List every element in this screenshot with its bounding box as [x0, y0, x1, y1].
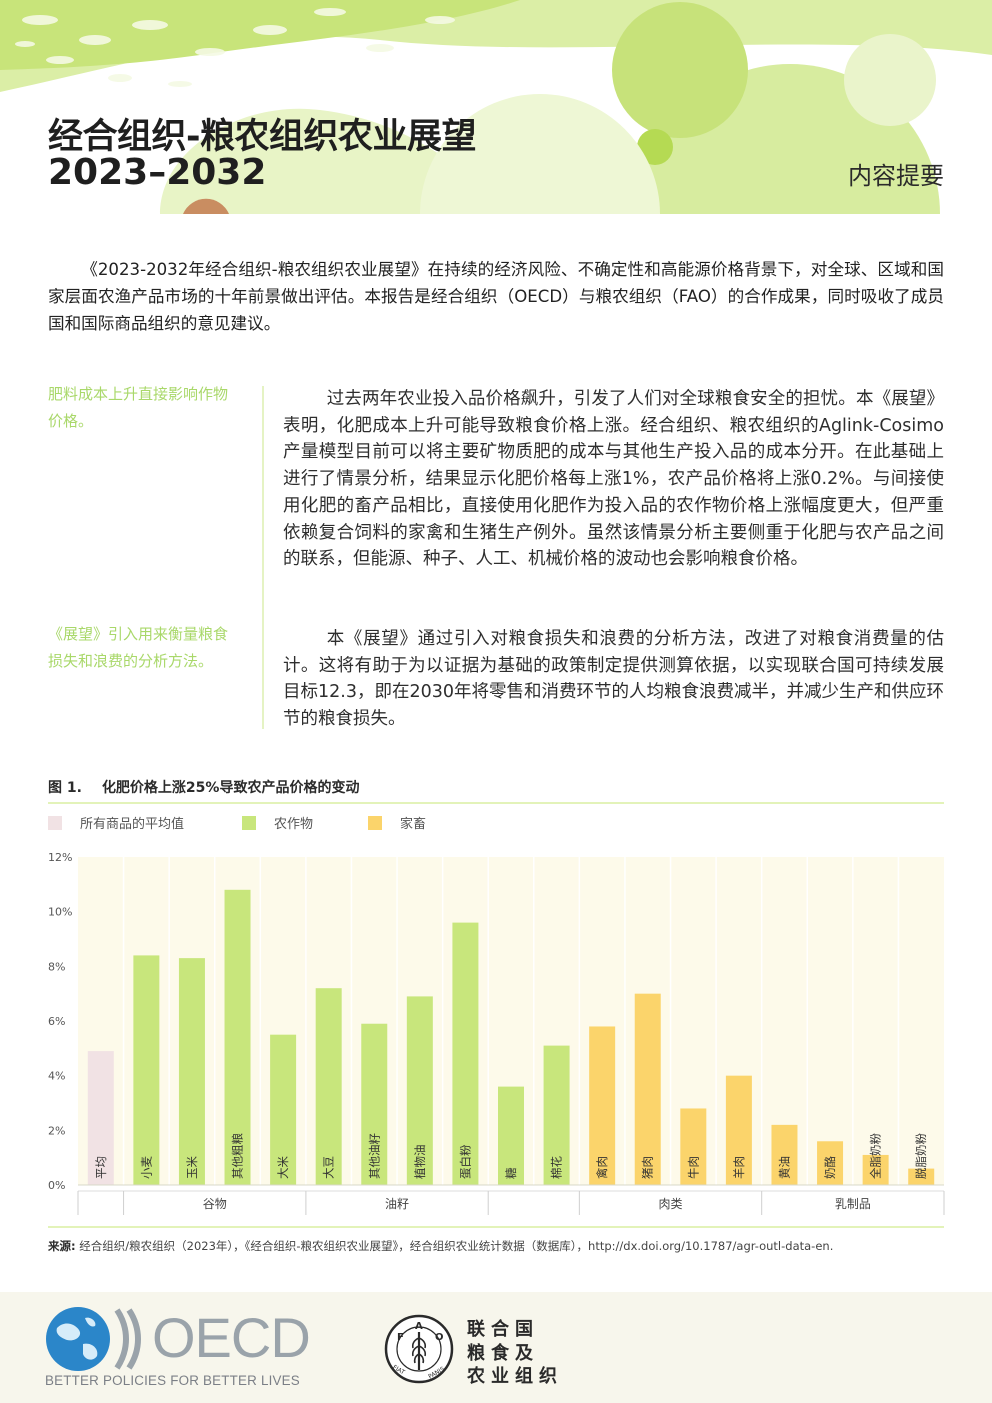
figure-bottom-rule: [48, 1226, 944, 1228]
bar-牛肉: [680, 1108, 707, 1185]
bar-label: 玉米: [185, 1156, 199, 1179]
bar-label: 平均: [94, 1156, 108, 1179]
bar-植物油: [406, 996, 433, 1185]
fao-emblem-logo: F A O FIAT PANIS: [384, 1314, 454, 1384]
svg-text:A: A: [415, 1321, 423, 1332]
bar-全脂奶粉: [862, 1154, 889, 1185]
bar-禽肉: [589, 1026, 616, 1185]
bar-label: 黄油: [777, 1156, 791, 1179]
figure-title: 图 1. 化肥价格上涨25%导致农产品价格的变动: [48, 777, 359, 797]
legend-swatch-average: [48, 816, 62, 830]
figure-source: 来源: 经合组织/粮农组织（2023年），《经合组织-粮农组织农业展望》，经合组…: [48, 1238, 948, 1254]
bar-羊肉: [725, 1075, 752, 1185]
svg-text:O: O: [435, 1332, 444, 1343]
legend-item-average: 所有商品的平均值: [48, 813, 184, 832]
body-paragraph-food-loss: 本《展望》通过引入对粮食损失和浪费的分析方法，改进了对粮食消费量的估计。这将有助…: [283, 629, 944, 730]
y-tick-label: 10%: [48, 906, 72, 919]
bar-棉花: [543, 1045, 570, 1185]
bar-label: 植物油: [413, 1145, 427, 1180]
y-tick-label: 8%: [48, 960, 65, 973]
bar-label: 棉花: [550, 1156, 564, 1179]
bar-脱脂奶粉: [908, 1168, 935, 1185]
y-tick-label: 2%: [48, 1124, 65, 1137]
y-tick-label: 0%: [48, 1179, 65, 1192]
sidebar-divider: [262, 386, 264, 729]
legend-item-livestock: 家畜: [368, 813, 426, 832]
oecd-wordmark: OECD: [152, 1306, 311, 1369]
y-tick-label: 12%: [48, 851, 72, 864]
bar-label: 大米: [276, 1156, 290, 1179]
group-label: 油籽: [385, 1197, 409, 1211]
bar-糖: [498, 1086, 524, 1185]
body-paragraph-fertilizer: 过去两年农业投入品价格飙升，引发了人们对全球粮食安全的担忧。本《展望》表明，化肥…: [283, 389, 944, 570]
sidenote-fertilizer: 肥料成本上升直接影响作物价格。: [48, 385, 229, 430]
footer: [0, 1292, 992, 1403]
page-title: 经合组织-粮农组织农业展望: [48, 117, 477, 157]
bar-label: 禽肉: [595, 1156, 609, 1179]
legend-label-crops: 农作物: [274, 817, 314, 832]
source-text: 经合组织/粮农组织（2023年），《经合组织-粮农组织农业展望》，经合组织农业统…: [79, 1239, 834, 1253]
bar-label: 大豆: [322, 1156, 336, 1179]
bar-大豆: [315, 988, 342, 1185]
bar-黄油: [771, 1124, 798, 1185]
bar-猪肉: [634, 993, 661, 1185]
bar-label: 羊肉: [732, 1156, 746, 1179]
bar-chart: 0% 2% 4% 6% 8% 10% 12% 平均 小麦 玉米 其他粗粮大米 大豆 其他油籽 植物油 蛋白粉…: [48, 851, 945, 1215]
group-label: 肉类: [659, 1197, 683, 1211]
bar-label: 小麦: [139, 1156, 153, 1179]
bar-label: 脱脂奶粉: [914, 1133, 928, 1179]
bar-其他粗粮: [224, 889, 251, 1185]
bar-label: 其他油籽: [367, 1133, 381, 1179]
legend-swatch-crops: [242, 816, 256, 830]
bar-label: 糖: [504, 1167, 518, 1179]
legend-label-average: 所有商品的平均值: [80, 817, 185, 832]
bar-label: 牛肉: [686, 1156, 700, 1179]
bar-平均: [87, 1051, 114, 1185]
bar-label: 其他粗粮: [231, 1133, 245, 1179]
fao-name-line1: 联合国: [467, 1319, 539, 1340]
group-label: 乳制品: [835, 1197, 871, 1211]
oecd-tagline: BETTER POLICIES FOR BETTER LIVES: [45, 1373, 300, 1388]
header-banner: [0, 0, 992, 214]
legend-label-livestock: 家畜: [400, 817, 427, 832]
page-title-years: 2023–2032: [48, 152, 267, 193]
y-tick-label: 6%: [48, 1015, 65, 1028]
bar-小麦: [133, 955, 160, 1185]
page-subtitle: 内容提要: [848, 162, 944, 190]
bar-大米: [270, 1034, 297, 1185]
sidenote-food-loss: 《展望》引入用来衡量粮食损失和浪费的分析方法。: [48, 625, 229, 670]
legend-item-crops: 农作物: [242, 813, 313, 832]
oecd-globe-logo: [46, 1307, 141, 1371]
source-label: 来源:: [48, 1239, 76, 1253]
bar-玉米: [178, 958, 205, 1185]
bar-label: 蛋白粉: [458, 1144, 472, 1179]
fao-letters-text: F: [397, 1332, 404, 1343]
legend-swatch-livestock: [368, 816, 382, 830]
fao-name-line2: 粮食及: [467, 1343, 539, 1364]
intro-paragraph: 《2023-2032年经合组织-粮农组织农业展望》在持续的经济风险、不确定性和高…: [48, 260, 944, 333]
bar-label: 全脂奶粉: [869, 1133, 883, 1179]
group-label: 谷物: [203, 1197, 227, 1211]
y-tick-label: 4%: [48, 1070, 65, 1083]
bar-label: 奶酪: [823, 1156, 837, 1179]
figure-caption: 化肥价格上涨25%导致农产品价格的变动: [101, 780, 360, 796]
bar-其他油籽: [361, 1023, 388, 1185]
figure-top-rule: [48, 802, 944, 804]
figure-number: 图 1.: [48, 780, 82, 796]
fao-name-line3: 农业组织: [467, 1366, 563, 1387]
bar-奶酪: [817, 1141, 844, 1185]
bar-label: 猪肉: [641, 1156, 655, 1179]
header-artwork: [0, 0, 992, 214]
bar-蛋白粉: [452, 922, 479, 1185]
